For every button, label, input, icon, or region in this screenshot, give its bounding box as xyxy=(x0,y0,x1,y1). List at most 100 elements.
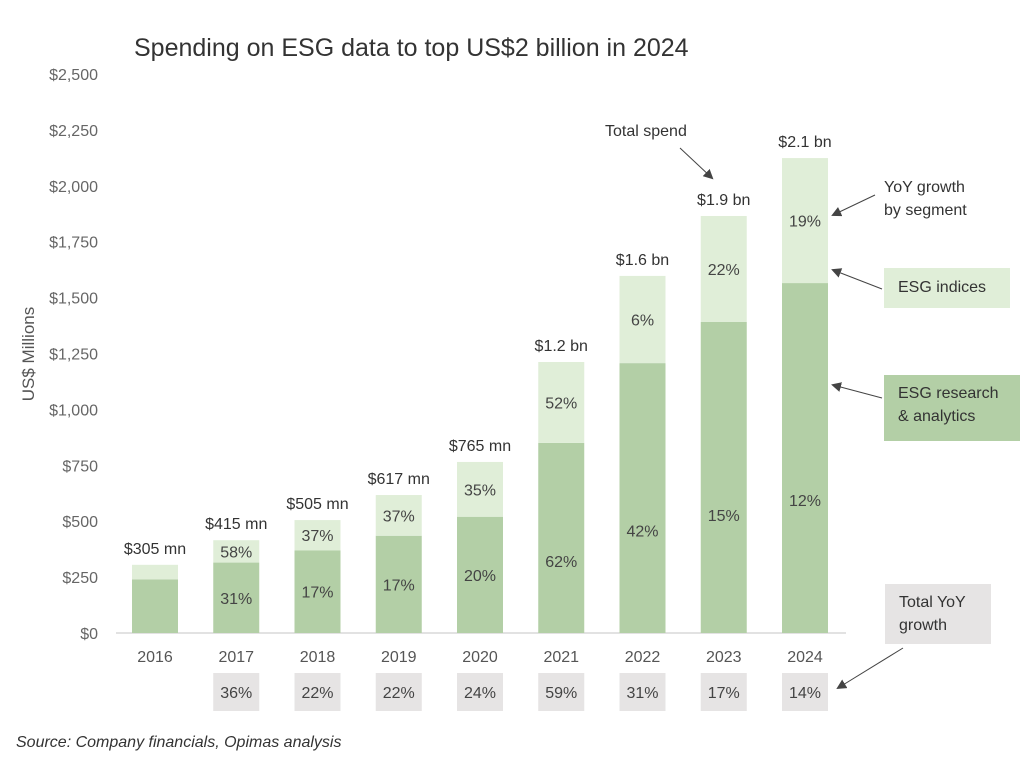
x-tick-label: 2019 xyxy=(381,649,417,666)
segment-growth-label-indices: 37% xyxy=(301,528,333,545)
bars: $305 mn 31% 58% $415 mn 17% 37% $505 mn 17% 37% $… xyxy=(124,134,832,633)
segment-growth-label-indices: 37% xyxy=(383,508,415,525)
y-tick-label: $1,750 xyxy=(49,235,98,252)
bar-segment-research xyxy=(782,283,828,633)
total-growth-box xyxy=(700,673,747,711)
bar-segment-indices xyxy=(782,158,828,284)
annotation-total-yoy: Total YoY growth xyxy=(836,584,991,690)
bar-segment-indices xyxy=(619,275,666,364)
x-axis: 2016 2017 2018 2019 2020 2021 2022 2023 2024 xyxy=(137,649,823,666)
bar-segment-research xyxy=(619,363,666,633)
segment-growth-label-indices: 6% xyxy=(631,313,654,330)
yoy-segment-label-line2: by segment xyxy=(884,202,967,219)
total-yoy-label-line2: growth xyxy=(899,617,947,634)
bar-segment-indices xyxy=(294,520,341,551)
total-growth-box xyxy=(457,673,503,711)
yoy-segment-label-line1: YoY growth xyxy=(884,179,965,196)
bar-segment-research xyxy=(457,516,503,633)
bar-segment-indices xyxy=(375,495,422,536)
bar-segment-research xyxy=(375,535,422,633)
bar-segment-indices xyxy=(457,461,503,517)
legend-research-arrow xyxy=(831,382,883,399)
total-growth-box xyxy=(375,673,422,711)
total-growth-label: 14% xyxy=(789,685,821,702)
total-growth-box xyxy=(294,673,341,711)
annotation-yoy-segment: YoY growth by segment xyxy=(831,179,967,219)
total-value-label: $1.6 bn xyxy=(616,252,669,269)
total-growth-label: 31% xyxy=(626,685,658,702)
segment-growth-label-research: 42% xyxy=(626,523,658,540)
source-note: Source: Company financials, Opimas analy… xyxy=(16,734,341,751)
legend-research-box xyxy=(884,375,1020,441)
y-tick-label: $1,250 xyxy=(49,347,98,364)
y-tick-label: $2,000 xyxy=(49,179,98,196)
y-tick-label: $1,000 xyxy=(49,402,98,419)
y-tick-label: $250 xyxy=(62,570,98,587)
total-yoy-label-line1: Total YoY xyxy=(899,594,966,611)
legend-indices-arrow xyxy=(831,268,883,290)
total-growth-label: 17% xyxy=(708,685,740,702)
segment-growth-label-indices: 35% xyxy=(464,482,496,499)
bar-segment-research xyxy=(294,550,341,633)
annotation-total-spend: Total spend xyxy=(605,123,714,180)
yoy-segment-arrow xyxy=(831,194,876,217)
y-axis-label: US$ Millions xyxy=(19,307,38,401)
total-growth-box xyxy=(782,673,828,711)
x-tick-label: 2021 xyxy=(543,649,579,666)
total-growth-label: 59% xyxy=(545,685,577,702)
x-tick-label: 2024 xyxy=(787,649,823,666)
segment-growth-label-research: 17% xyxy=(383,577,415,594)
bar-segment-research xyxy=(213,562,260,633)
total-growth-row: 36% 22% 22% 24% 59% 31% 17% 14% xyxy=(213,673,828,711)
segment-growth-label-indices: 58% xyxy=(220,544,252,561)
legend-research: ESG research & analytics xyxy=(831,375,1020,441)
bar-segment-research xyxy=(538,442,585,633)
total-growth-label: 22% xyxy=(301,685,333,702)
bar-segment-indices xyxy=(213,540,260,563)
bar-segment-indices xyxy=(132,564,178,580)
legend-indices-box xyxy=(884,268,1010,308)
total-spend-arrow xyxy=(679,147,714,180)
total-spend-label: Total spend xyxy=(605,123,687,140)
total-value-label: $765 mn xyxy=(449,438,511,455)
y-tick-label: $500 xyxy=(62,514,98,531)
segment-growth-label-indices: 19% xyxy=(789,214,821,231)
segment-growth-label-research: 12% xyxy=(789,493,821,510)
total-value-label: $1.9 bn xyxy=(697,192,750,209)
total-value-label: $2.1 bn xyxy=(778,134,831,151)
segment-growth-label-indices: 22% xyxy=(708,262,740,279)
x-tick-label: 2023 xyxy=(706,649,742,666)
legend-research-label-line1: ESG research xyxy=(898,385,998,402)
bar-segment-indices xyxy=(700,215,747,322)
segment-growth-label-research: 62% xyxy=(545,554,577,571)
segment-growth-label-research: 20% xyxy=(464,568,496,585)
segment-growth-label-research: 31% xyxy=(220,591,252,608)
legend-indices-label: ESG indices xyxy=(898,279,986,296)
segment-growth-label-research: 17% xyxy=(301,585,333,602)
y-tick-label: $750 xyxy=(62,458,98,475)
total-value-label: $1.2 bn xyxy=(535,338,588,355)
bar-segment-research xyxy=(700,321,747,633)
chart-title: Spending on ESG data to top US$2 billion… xyxy=(134,34,689,62)
y-tick-label: $0 xyxy=(80,626,98,643)
y-tick-label: $2,250 xyxy=(49,123,98,140)
segment-growth-label-indices: 52% xyxy=(545,395,577,412)
total-growth-label: 36% xyxy=(220,685,252,702)
total-growth-box xyxy=(538,673,585,711)
total-yoy-arrow xyxy=(836,647,904,690)
total-growth-box xyxy=(213,673,260,711)
x-tick-label: 2018 xyxy=(300,649,336,666)
total-value-label: $305 mn xyxy=(124,541,186,558)
segment-growth-label-research: 15% xyxy=(708,508,740,525)
total-growth-label: 22% xyxy=(383,685,415,702)
legend-indices: ESG indices xyxy=(831,268,1010,308)
total-value-label: $617 mn xyxy=(368,471,430,488)
x-tick-label: 2017 xyxy=(218,649,254,666)
y-axis: $0 $250 $500 $750 $1,000 $1,250 $1,500 $1,750 $2… xyxy=(49,67,98,643)
x-tick-label: 2022 xyxy=(625,649,661,666)
bar-segment-research xyxy=(132,579,178,633)
x-tick-label: 2020 xyxy=(462,649,498,666)
total-growth-box xyxy=(619,673,666,711)
total-yoy-box xyxy=(885,584,991,644)
